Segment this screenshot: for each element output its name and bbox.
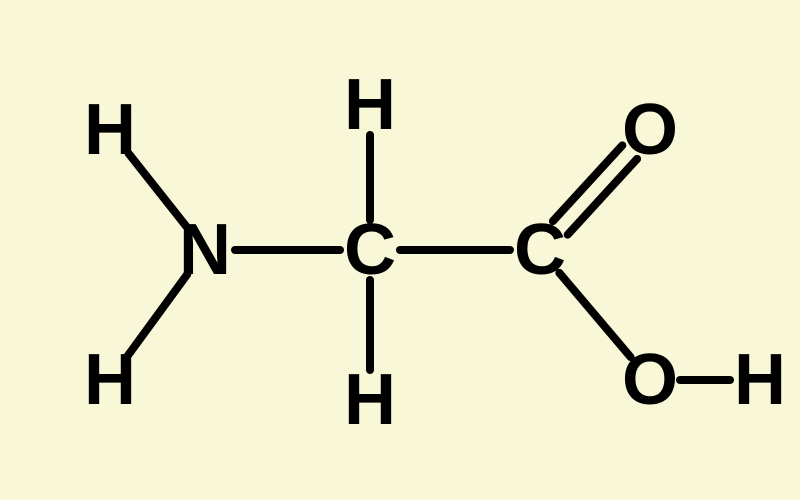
atom-H: H [344,364,396,436]
atom-H: H [734,344,786,416]
bond-line [129,154,187,227]
atom-H: H [84,94,136,166]
bond-line [559,273,630,357]
bond-line [568,159,637,235]
bond-layer [0,0,800,500]
atom-H: H [344,69,396,141]
atom-H: H [84,344,136,416]
atom-N: N [179,214,231,286]
atom-C: C [344,214,396,286]
atom-C: C [514,214,566,286]
atom-O: O [622,344,678,416]
molecule-diagram: NCCOOHHHHH [0,0,800,500]
atom-O: O [622,94,678,166]
